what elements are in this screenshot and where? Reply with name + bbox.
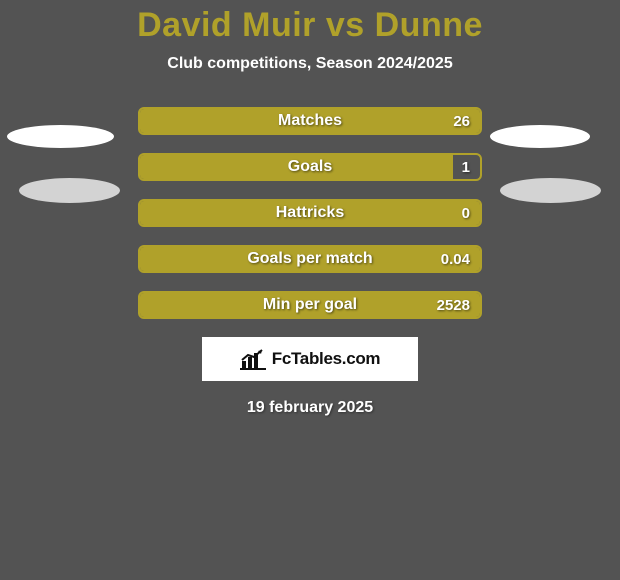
ellipse-left-top [7, 125, 114, 148]
stats-container: Matches 26 Goals 1 Hattricks 0 Goals per… [138, 107, 482, 319]
stat-label: Goals per match [140, 247, 480, 271]
stat-label: Min per goal [140, 293, 480, 317]
stat-row: Goals 1 [138, 153, 482, 181]
stat-row: Min per goal 2528 [138, 291, 482, 319]
stat-value: 26 [453, 109, 470, 133]
branding-badge[interactable]: FcTables.com [202, 337, 418, 381]
stat-value: 0.04 [441, 247, 470, 271]
stat-label: Hattricks [140, 201, 480, 225]
ellipse-right-top [490, 125, 590, 148]
subtitle: Club competitions, Season 2024/2025 [0, 55, 620, 73]
stat-row: Goals per match 0.04 [138, 245, 482, 273]
ellipse-left-mid [19, 178, 120, 203]
stat-label: Goals [140, 155, 480, 179]
stat-row: Matches 26 [138, 107, 482, 135]
stat-value: 0 [462, 201, 470, 225]
date-text: 19 february 2025 [0, 399, 620, 417]
page-title: David Muir vs Dunne [0, 0, 620, 45]
stat-value: 2528 [437, 293, 470, 317]
chart-icon [240, 348, 266, 370]
ellipse-right-mid [500, 178, 601, 203]
branding-text: FcTables.com [272, 349, 381, 369]
stat-label: Matches [140, 109, 480, 133]
stat-row: Hattricks 0 [138, 199, 482, 227]
stat-value: 1 [462, 155, 470, 179]
page-root: David Muir vs Dunne Club competitions, S… [0, 0, 620, 580]
